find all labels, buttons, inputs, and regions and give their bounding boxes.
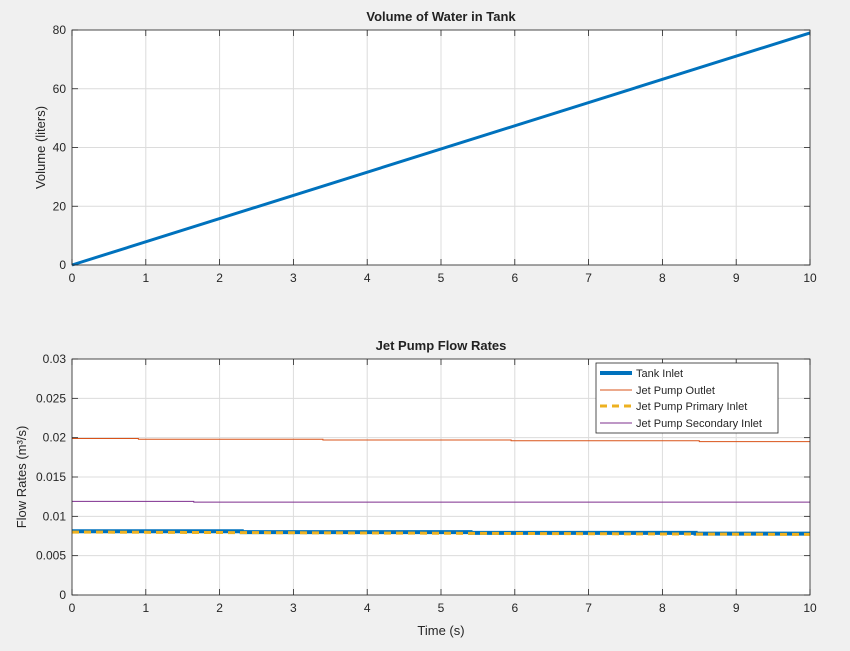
flow-rates-axes: 0 1 2 3 4 5 6 7 8 9 10 0 0.005 0.01 0.015 0.02 0.025 0.03… xyxy=(14,338,817,638)
y-tick-label: 0 xyxy=(59,588,66,602)
x-tick-label: 2 xyxy=(216,271,223,285)
series-group xyxy=(71,437,811,536)
x-tick-label: 7 xyxy=(585,601,592,615)
x-tick-label: 7 xyxy=(585,271,592,285)
x-tick-label: 5 xyxy=(438,601,445,615)
x-tick-label: 1 xyxy=(142,601,149,615)
tick-labels: 0 1 2 3 4 5 6 7 8 9 10 0 20 40 60 80 xyxy=(53,23,817,285)
y-tick-label: 0.025 xyxy=(36,391,66,405)
y-tick-label: 0.03 xyxy=(43,352,67,366)
x-tick-label: 3 xyxy=(290,601,297,615)
legend: Tank Inlet Jet Pump Outlet Jet Pump Prim… xyxy=(595,362,779,434)
legend-label-jet-pump-secondary-inlet: Jet Pump Secondary Inlet xyxy=(636,418,762,430)
y-tick-label: 0.005 xyxy=(36,549,66,563)
y-tick-label: 40 xyxy=(53,141,67,155)
y-tick-label: 0.02 xyxy=(43,431,67,445)
x-tick-label: 10 xyxy=(803,601,817,615)
y-axis-label: Volume (liters) xyxy=(33,106,48,189)
series-line-jet-pump-outlet xyxy=(72,437,810,443)
chart-title: Jet Pump Flow Rates xyxy=(376,338,507,353)
x-tick-label: 3 xyxy=(290,271,297,285)
x-tick-label: 5 xyxy=(438,271,445,285)
y-tick-label: 60 xyxy=(53,82,67,96)
x-tick-label: 4 xyxy=(364,271,371,285)
x-tick-label: 0 xyxy=(69,271,76,285)
volume-axes: 0 1 2 3 4 5 6 7 8 9 10 0 20 40 60 80 Volume of Water in… xyxy=(33,9,817,285)
x-tick-label: 8 xyxy=(659,601,666,615)
x-tick-label: 0 xyxy=(69,601,76,615)
series-line-jet-pump-secondary-inlet xyxy=(72,500,810,503)
y-axis-label: Flow Rates (m³/s) xyxy=(14,426,29,529)
x-tick-label: 10 xyxy=(803,271,817,285)
y-tick-label: 0.015 xyxy=(36,470,66,484)
series-group xyxy=(71,31,811,267)
legend-label-tank-inlet: Tank Inlet xyxy=(636,368,683,380)
chart-title: Volume of Water in Tank xyxy=(366,9,516,24)
series-line-jet-pump-primary-inlet xyxy=(71,530,811,536)
y-tick-label: 0 xyxy=(59,258,66,272)
x-tick-label: 4 xyxy=(364,601,371,615)
y-tick-label: 20 xyxy=(53,199,67,213)
x-tick-label: 9 xyxy=(733,271,740,285)
legend-label-jet-pump-primary-inlet: Jet Pump Primary Inlet xyxy=(636,401,747,413)
y-tick-label: 0.01 xyxy=(43,509,67,523)
x-tick-label: 9 xyxy=(733,601,740,615)
x-tick-label: 1 xyxy=(142,271,149,285)
x-axis-label: Time (s) xyxy=(417,623,464,638)
x-tick-label: 2 xyxy=(216,601,223,615)
x-tick-label: 6 xyxy=(511,601,518,615)
legend-label-jet-pump-outlet: Jet Pump Outlet xyxy=(636,385,715,397)
x-tick-label: 8 xyxy=(659,271,666,285)
grid xyxy=(71,358,811,596)
series-line-volume xyxy=(71,31,811,267)
x-tick-label: 6 xyxy=(511,271,518,285)
tick-labels: 0 1 2 3 4 5 6 7 8 9 10 0 0.005 0.01 0.015 0.02 0.025 0.03 xyxy=(36,352,817,615)
y-tick-label: 80 xyxy=(53,23,67,37)
